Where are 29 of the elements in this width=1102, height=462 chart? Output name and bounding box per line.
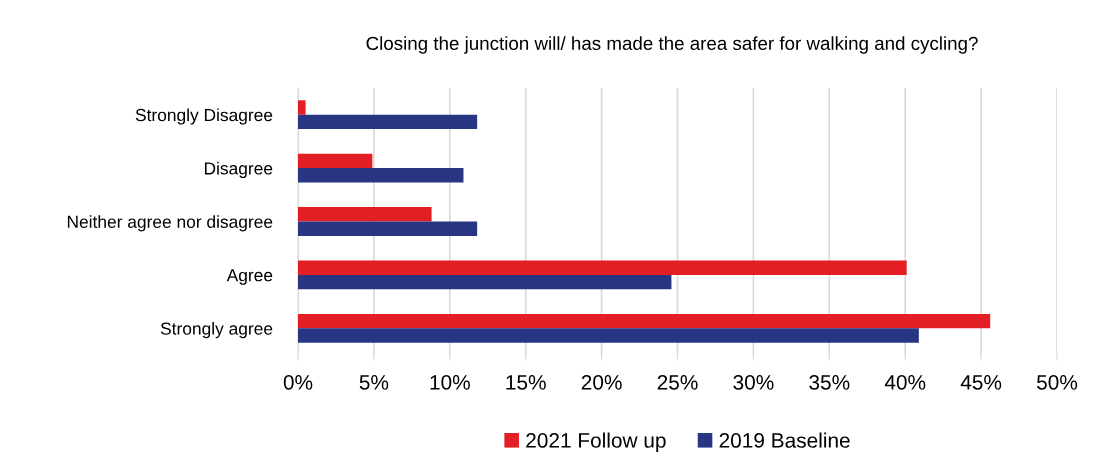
x-tick-label: 5%: [359, 375, 389, 390]
x-tick-label: 15%: [506, 375, 546, 390]
x-tick-label: 30%: [733, 374, 774, 390]
x-tick-label: 25%: [657, 374, 698, 390]
bar: [298, 114, 478, 130]
bar: [298, 260, 907, 275]
chart-title: Closing the junction will/ has made the area safer for walking and cycling?: [366, 36, 978, 54]
bar: [298, 328, 919, 343]
x-tick-label: 20%: [581, 374, 622, 390]
y-tick-label: Agree: [226, 269, 273, 285]
x-tick-label: 35%: [809, 374, 850, 390]
x-tick-label: 45%: [960, 375, 1002, 390]
bar: [298, 313, 991, 329]
x-tick-label: 40%: [884, 374, 926, 390]
bar: [298, 221, 478, 236]
x-tick-label: 10%: [430, 374, 470, 390]
x-tick-label: 0%: [283, 374, 313, 390]
bar: [298, 168, 464, 183]
bar: [298, 274, 672, 290]
bar: [298, 100, 306, 115]
y-tick-label: Neither agree nor disagree: [67, 215, 273, 232]
x-tick-label: 50%: [1036, 374, 1078, 390]
legend-label: 2019 Baseline: [719, 432, 850, 448]
y-tick-label: Disagree: [204, 161, 273, 178]
y-tick-label: Strongly agree: [160, 322, 273, 339]
legend-label: 2021 Follow up: [526, 432, 666, 452]
bar: [298, 207, 432, 222]
y-tick-label: Strongly Disagree: [135, 108, 273, 125]
bar: [298, 153, 373, 169]
